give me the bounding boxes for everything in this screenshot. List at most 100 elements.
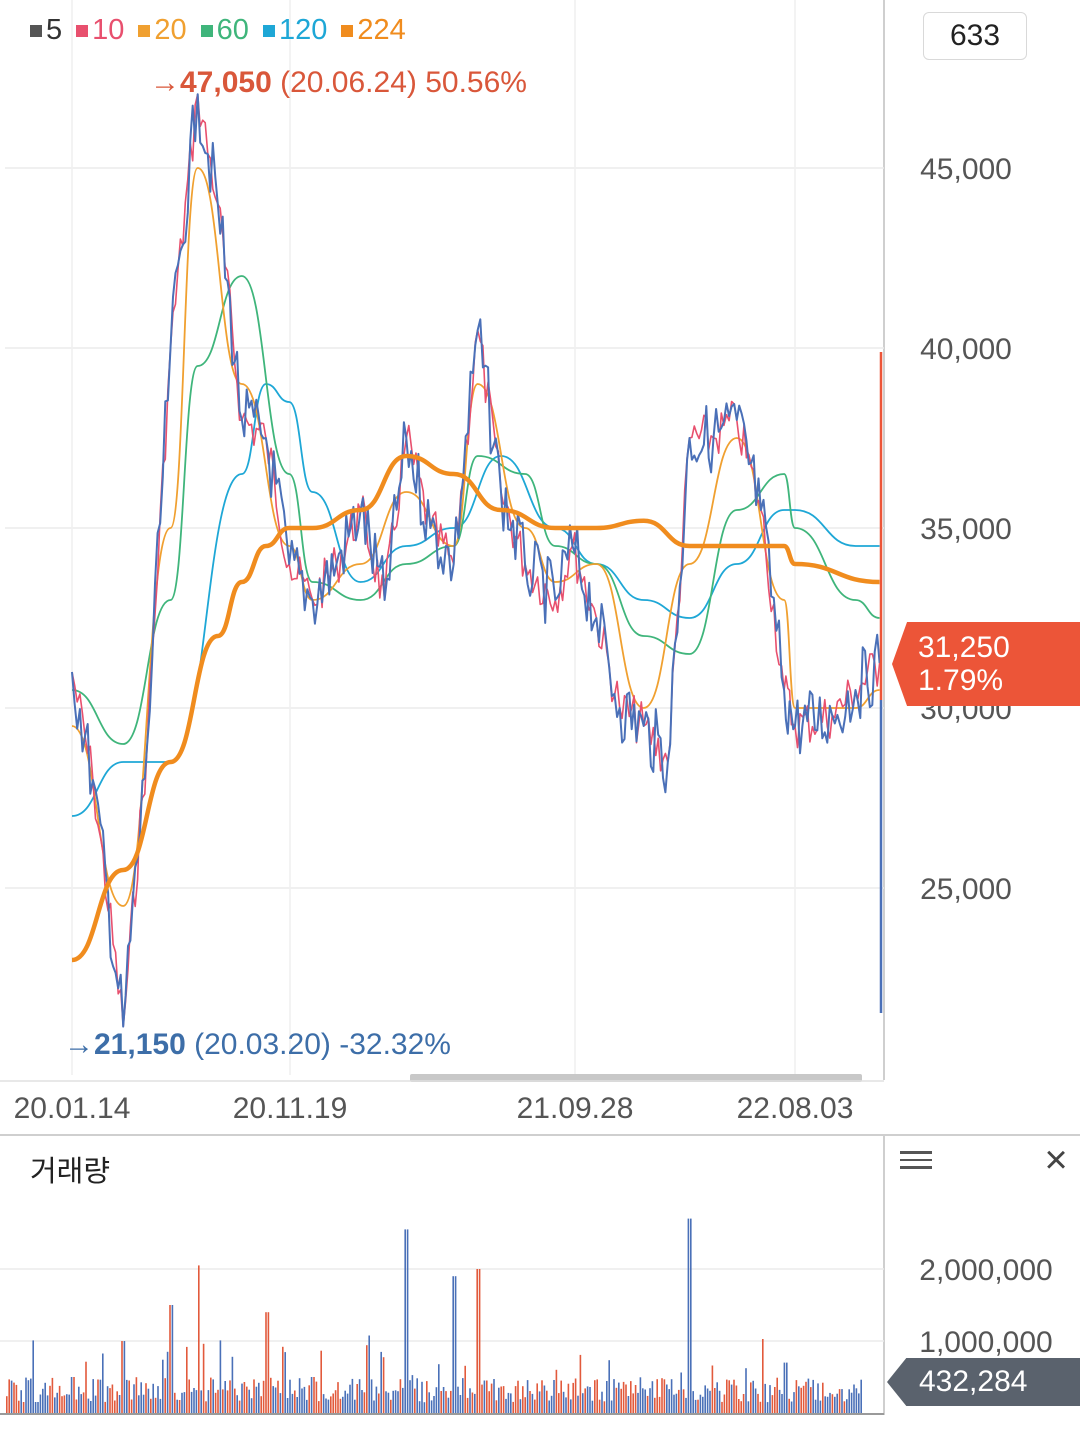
volume-bar <box>236 1395 238 1413</box>
volume-bar <box>301 1388 303 1413</box>
volume-bar <box>306 1399 308 1413</box>
volume-bar <box>344 1390 346 1413</box>
volume-bar <box>613 1379 615 1413</box>
volume-bar <box>519 1399 522 1413</box>
legend-item-5[interactable]: 5 <box>30 14 62 47</box>
y-tick-label: 45,000 <box>920 153 1012 186</box>
legend-item-224[interactable]: 224 <box>341 14 406 47</box>
volume-bar <box>109 1388 111 1413</box>
volume-bar <box>721 1401 723 1413</box>
volume-bar <box>171 1305 174 1413</box>
close-icon[interactable]: × <box>1044 1138 1068 1182</box>
volume-bar <box>831 1394 834 1413</box>
volume-bar <box>651 1381 654 1413</box>
volume-bar <box>747 1401 750 1413</box>
volume-bar <box>459 1395 462 1413</box>
volume-bar <box>253 1379 255 1413</box>
volume-bar <box>522 1386 524 1413</box>
volume-bar <box>135 1377 138 1413</box>
volume-bar <box>694 1399 697 1413</box>
volume-bar <box>385 1391 387 1413</box>
menu-icon[interactable] <box>900 1146 932 1174</box>
volume-bar <box>531 1393 534 1413</box>
volume-bar <box>750 1382 752 1413</box>
volume-bar <box>598 1399 601 1413</box>
x-tick-label: 20.11.19 <box>233 1092 348 1125</box>
volume-bar <box>826 1396 829 1413</box>
volume-bar <box>702 1396 704 1413</box>
volume-bar <box>474 1393 476 1413</box>
volume-bar <box>394 1390 397 1413</box>
volume-bar <box>18 1400 20 1413</box>
volume-bar <box>409 1380 411 1413</box>
low-value: 21,150 <box>94 1028 186 1061</box>
volume-bar <box>488 1391 490 1413</box>
volume-bar <box>298 1378 301 1413</box>
volume-bar <box>99 1379 102 1413</box>
volume-bar <box>102 1353 104 1413</box>
volume-bar <box>450 1390 452 1413</box>
volume-bar <box>430 1400 433 1413</box>
volume-bar <box>63 1395 66 1413</box>
volume-bar <box>795 1380 798 1413</box>
volume-bar <box>582 1393 584 1413</box>
volume-bar <box>380 1351 382 1413</box>
volume-bar <box>553 1380 555 1413</box>
volume-bar <box>193 1388 195 1413</box>
volume-bar <box>349 1384 351 1413</box>
volume-bar <box>133 1384 135 1413</box>
volume-bar <box>260 1396 262 1413</box>
legend-item-120[interactable]: 120 <box>262 14 327 47</box>
volume-bar <box>80 1394 82 1413</box>
volume-bar <box>37 1402 39 1413</box>
volume-bar <box>258 1382 260 1413</box>
volume-bar <box>510 1393 512 1413</box>
legend-item-60[interactable]: 60 <box>200 14 249 47</box>
volume-bar <box>229 1380 231 1413</box>
volume-bar <box>97 1379 99 1413</box>
legend-item-20[interactable]: 20 <box>138 14 187 47</box>
high-value: 47,050 <box>180 66 272 99</box>
volume-bar <box>320 1350 322 1413</box>
volume-bar <box>661 1378 663 1413</box>
volume-bar <box>709 1390 711 1413</box>
legend-item-10[interactable]: 10 <box>76 14 124 47</box>
volume-bar <box>723 1394 726 1413</box>
volume-bar <box>128 1380 130 1413</box>
volume-bar <box>238 1400 241 1413</box>
y-tick-label: 40,000 <box>920 333 1012 366</box>
volume-bar <box>289 1379 291 1413</box>
volume-bar <box>20 1390 22 1413</box>
low-date: (20.03.20) <box>194 1028 331 1061</box>
volume-bar <box>421 1381 423 1413</box>
volume-bar <box>114 1400 116 1413</box>
volume-bar <box>680 1372 682 1413</box>
volume-bar <box>217 1389 219 1413</box>
volume-bar <box>478 1269 481 1413</box>
high-marker-label: →47,050 (20.06.24) 50.56% <box>150 66 527 100</box>
volume-bar <box>442 1387 445 1413</box>
ma-line-10 <box>71 93 881 1028</box>
volume-bar <box>25 1377 27 1413</box>
current-volume-label: 432,284 <box>887 1358 1080 1406</box>
volume-bar <box>848 1389 850 1413</box>
volume-bar <box>625 1384 627 1413</box>
volume-bar <box>466 1397 469 1413</box>
volume-bar <box>354 1399 356 1413</box>
volume-bar <box>752 1380 754 1413</box>
volume-bar <box>159 1398 162 1413</box>
volume-bar <box>207 1390 210 1413</box>
legend-swatch <box>341 24 354 37</box>
volume-bar <box>190 1391 193 1413</box>
volume-bar <box>205 1401 207 1413</box>
volume-bar <box>543 1385 546 1413</box>
candle-count-box[interactable]: 633 <box>923 12 1027 60</box>
volume-bar <box>169 1305 171 1413</box>
x-axis-band <box>0 1080 1080 1134</box>
volume-bar <box>222 1389 224 1413</box>
volume-bar <box>416 1378 418 1413</box>
volume-bar <box>608 1360 610 1413</box>
volume-bar <box>116 1391 118 1413</box>
